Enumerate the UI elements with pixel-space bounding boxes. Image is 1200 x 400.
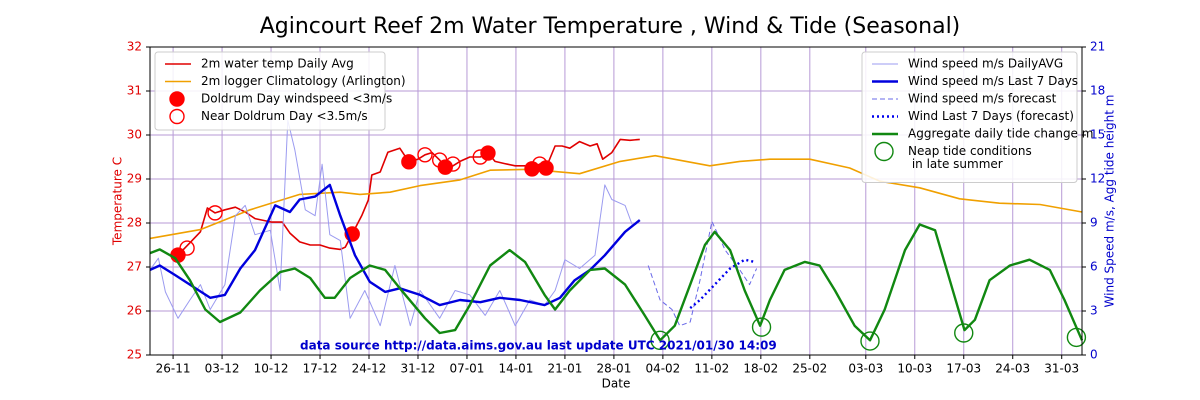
x-tick-label: 21-01: [547, 362, 582, 376]
legend-label: Wind Last 7 Days (forecast): [908, 109, 1074, 123]
marker: [401, 154, 417, 170]
x-tick-label: 25-02: [792, 362, 827, 376]
marker: [179, 240, 195, 256]
legend-label: Wind speed m/s Last 7 Days: [908, 74, 1078, 88]
x-tick-label: 24-03: [995, 362, 1030, 376]
marker: [170, 247, 186, 263]
legend-box: [861, 51, 1078, 183]
series-line: [647, 221, 758, 327]
marker: [860, 331, 880, 351]
marker: [417, 147, 433, 163]
x-tick-label: 31-12: [401, 362, 436, 376]
marker: [445, 156, 461, 172]
marker: [480, 145, 496, 161]
x-tick-label: 03-12: [205, 362, 240, 376]
plot-frame: [149, 46, 1083, 356]
marker: [532, 156, 548, 172]
y2-tick-label: 6: [1090, 260, 1098, 274]
x-tick-label: 24-12: [352, 362, 387, 376]
marker: [207, 205, 223, 221]
y2-tick-label: 21: [1090, 40, 1105, 54]
x-tick-label: 17-12: [303, 362, 338, 376]
series-line: [149, 183, 641, 307]
y-tick-label: 27: [127, 260, 142, 274]
x-tick-label: 18-02: [743, 362, 778, 376]
x-tick-label: 03-03: [848, 362, 883, 376]
legend-label: Doldrum Day windspeed <3m/s: [201, 92, 392, 106]
x-tick-label: 14-01: [499, 362, 534, 376]
legend-label: Wind speed m/s DailyAVG: [908, 57, 1063, 71]
x-axis-label: Date: [602, 377, 631, 391]
y2-axis-label: Wind Speed m/s, Agg tide height m: [1103, 95, 1117, 308]
y-tick-label: 25: [127, 348, 142, 362]
legend-label: 2m water temp Daily Avg: [201, 57, 354, 71]
y-tick-label: 26: [127, 304, 142, 318]
legend-label: Neap tide conditions: [908, 144, 1032, 158]
x-tick-label: 07-01: [450, 362, 485, 376]
x-tick-label: 04-02: [645, 362, 680, 376]
y2-tick-label: 9: [1090, 216, 1098, 230]
series-line: [689, 258, 755, 310]
legend-label: Near Doldrum Day <3.5m/s: [201, 109, 368, 123]
y-tick-label: 32: [127, 40, 142, 54]
y2-tick-label: 18: [1090, 84, 1105, 98]
y2-tick-label: 3: [1090, 304, 1098, 318]
y2-tick-label: 15: [1090, 128, 1105, 142]
y-tick-label: 30: [127, 128, 142, 142]
legend-label: in late summer: [908, 157, 1003, 171]
y-tick-label: 29: [127, 172, 142, 186]
series-line: [149, 154, 1083, 240]
y2-tick-label: 0: [1090, 348, 1098, 362]
legend: Wind speed m/s DailyAVG Wind speed m/s La…: [861, 51, 1093, 183]
legend-marker: [169, 108, 185, 125]
marker: [1066, 327, 1087, 348]
legend-label: 2m logger Climatology (Arlington): [201, 74, 406, 88]
x-tick-label: 17-03: [946, 362, 981, 376]
series-line: [149, 223, 1084, 342]
legend-label: Wind speed m/s forecast: [908, 92, 1057, 106]
marker: [751, 317, 772, 337]
marker: [650, 330, 670, 351]
legend: 2m water temp Daily Avg 2m logger Climato…: [154, 51, 406, 131]
legend-marker: [874, 141, 894, 162]
series-line: [149, 119, 633, 327]
marker: [472, 149, 488, 165]
chart-title: Agincourt Reef 2m Water Temperature , Wi…: [260, 14, 961, 39]
y-tick-label: 28: [127, 216, 142, 230]
x-tick-label: 31-03: [1044, 362, 1079, 376]
marker: [954, 323, 974, 343]
y-axis-label: Temperature C: [111, 157, 125, 246]
y-tick-label: 31: [127, 84, 142, 98]
x-tick-label: 10-12: [254, 362, 289, 376]
annotation: data source http://data.aims.gov.au last…: [300, 339, 777, 353]
legend-box: [154, 51, 386, 131]
x-tick-label: 26-11: [156, 362, 191, 376]
x-tick-label: 10-03: [897, 362, 932, 376]
legend-marker: [169, 91, 185, 107]
y2-tick-label: 12: [1090, 172, 1105, 186]
x-tick-label: 28-01: [596, 362, 631, 376]
x-tick-label: 11-02: [694, 362, 729, 376]
legend-label: Aggregate daily tide change m: [908, 127, 1093, 141]
